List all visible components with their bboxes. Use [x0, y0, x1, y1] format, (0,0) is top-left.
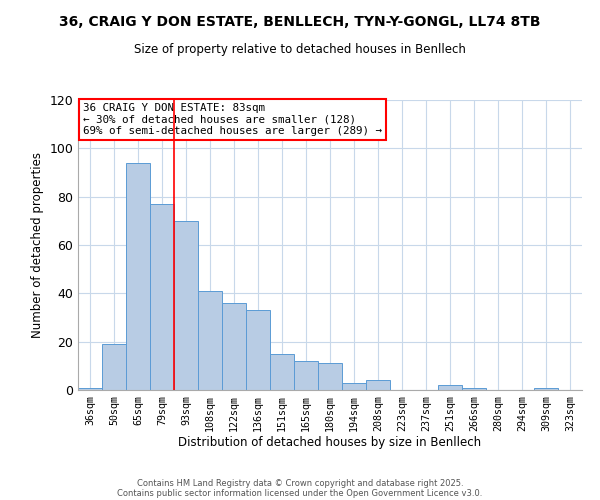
Bar: [78, 388, 102, 390]
Y-axis label: Number of detached properties: Number of detached properties: [31, 152, 44, 338]
Text: 36, CRAIG Y DON ESTATE, BENLLECH, TYN-Y-GONGL, LL74 8TB: 36, CRAIG Y DON ESTATE, BENLLECH, TYN-Y-…: [59, 15, 541, 29]
Text: Contains HM Land Registry data © Crown copyright and database right 2025.: Contains HM Land Registry data © Crown c…: [137, 478, 463, 488]
Bar: [150, 204, 174, 390]
Bar: [174, 221, 198, 390]
Bar: [246, 310, 270, 390]
Bar: [534, 388, 558, 390]
Bar: [318, 364, 342, 390]
Bar: [294, 361, 318, 390]
Bar: [462, 388, 486, 390]
Text: Size of property relative to detached houses in Benllech: Size of property relative to detached ho…: [134, 42, 466, 56]
Text: Contains public sector information licensed under the Open Government Licence v3: Contains public sector information licen…: [118, 488, 482, 498]
Bar: [222, 303, 246, 390]
Bar: [126, 163, 150, 390]
Bar: [102, 344, 126, 390]
X-axis label: Distribution of detached houses by size in Benllech: Distribution of detached houses by size …: [178, 436, 482, 450]
Bar: [438, 385, 462, 390]
Bar: [270, 354, 294, 390]
Bar: [366, 380, 390, 390]
Bar: [342, 383, 366, 390]
Text: 36 CRAIG Y DON ESTATE: 83sqm
← 30% of detached houses are smaller (128)
69% of s: 36 CRAIG Y DON ESTATE: 83sqm ← 30% of de…: [83, 103, 382, 136]
Bar: [198, 291, 222, 390]
